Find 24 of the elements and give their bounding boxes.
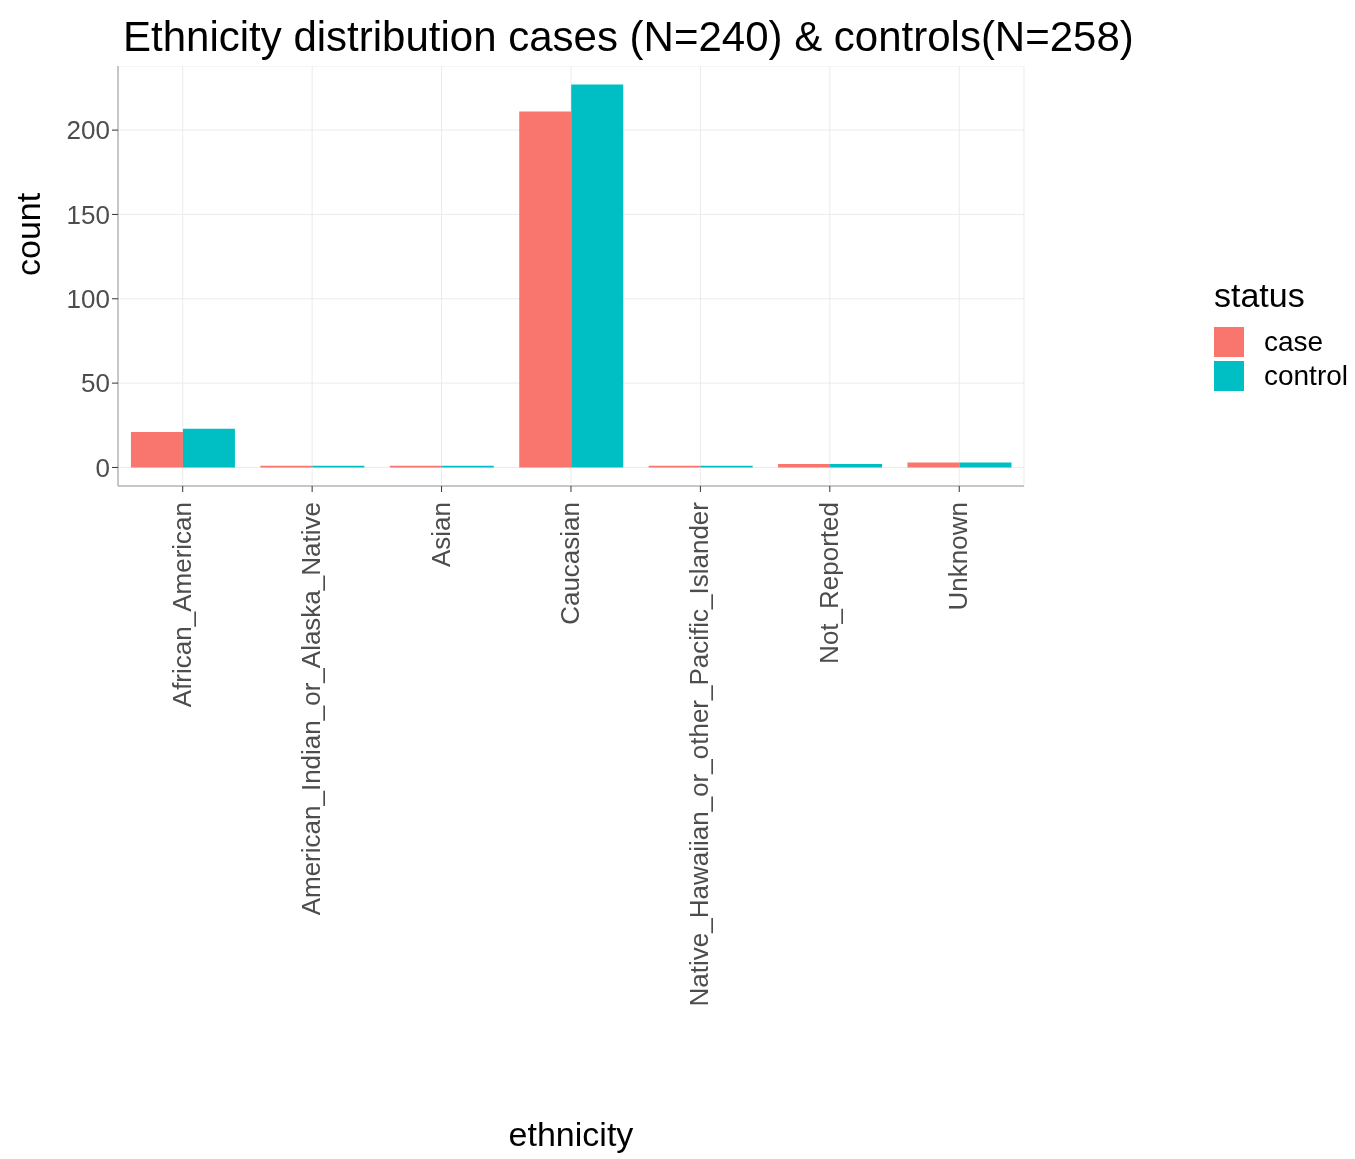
y-tick-label: 0 <box>95 452 110 483</box>
chart-title: Ethnicity distribution cases (N=240) & controls(N=258) <box>123 12 1135 62</box>
bar <box>959 462 1012 468</box>
y-tick-label: 100 <box>66 284 110 314</box>
x-tick-label: African_American <box>166 502 197 708</box>
bar <box>130 432 183 468</box>
x-tick-label: Not_Reported <box>813 502 844 664</box>
bar <box>519 111 572 468</box>
x-axis-title: ethnicity <box>508 1115 634 1153</box>
x-tick-label: Asian <box>425 502 456 568</box>
x-tick-label: Native_Hawaiian_or_other_Pacific_Islander <box>684 501 715 1007</box>
legend-label: case <box>1263 326 1324 358</box>
legend-label: control <box>1263 360 1348 392</box>
x-tick-label: Unknown <box>943 502 974 611</box>
x-tick-label: American_Indian_or_Alaska_Native <box>296 502 327 916</box>
y-tick-label: 150 <box>66 199 110 230</box>
x-tick-label: Caucasian <box>554 502 585 625</box>
bar <box>907 462 960 468</box>
y-tick-label: 200 <box>66 115 110 146</box>
y-axis-title: count <box>9 192 48 276</box>
legend-title: status <box>1213 276 1306 315</box>
bar <box>571 84 624 468</box>
bar <box>182 428 235 468</box>
y-tick-label: 50 <box>81 368 110 399</box>
